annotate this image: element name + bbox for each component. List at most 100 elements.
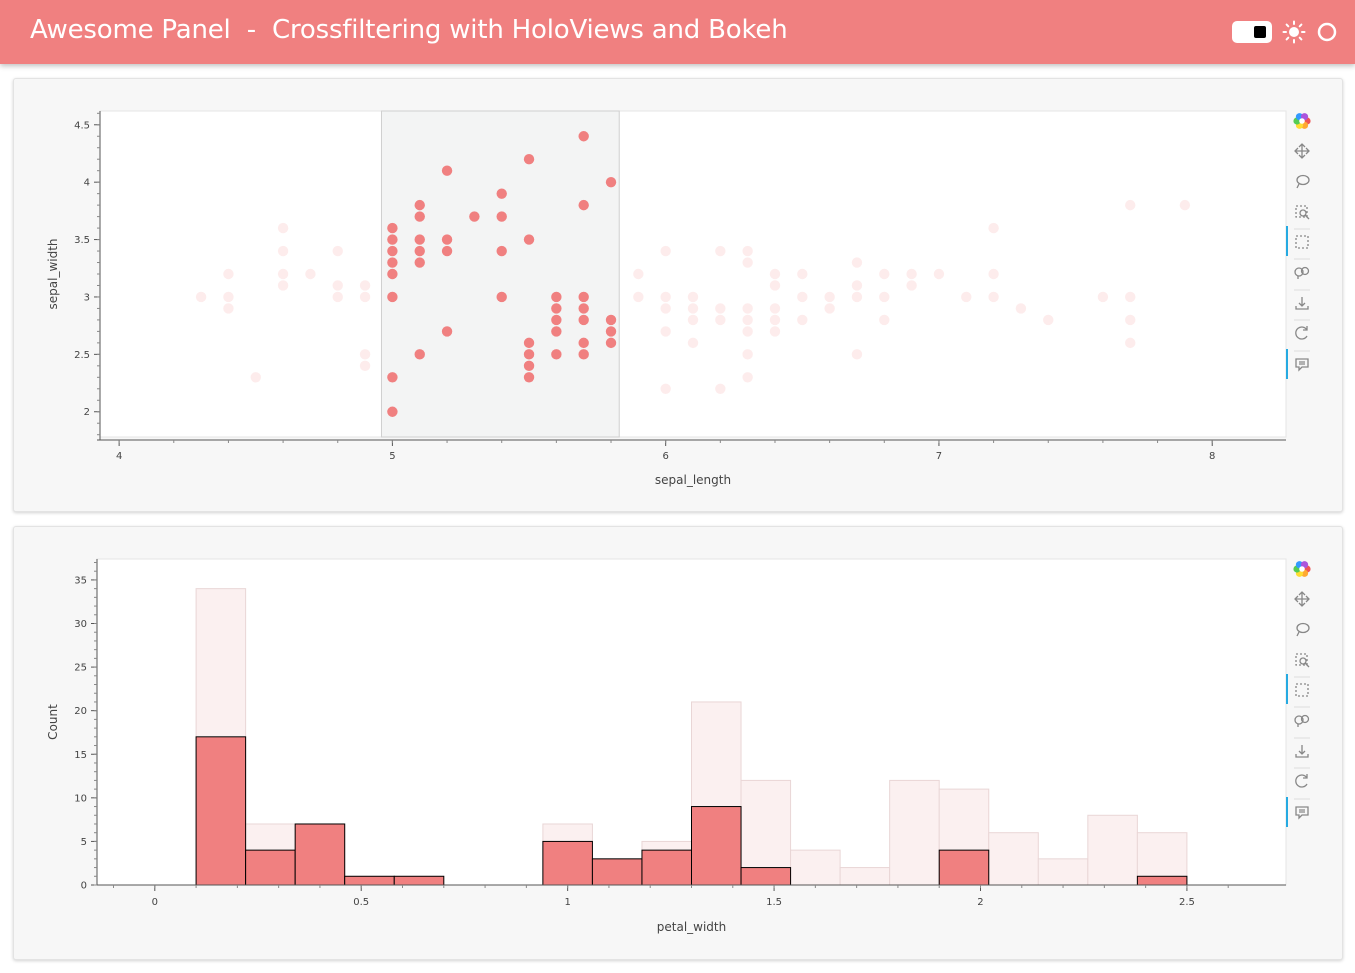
scatter-point[interactable] (496, 245, 507, 257)
scatter-point[interactable] (523, 154, 535, 165)
histogram-bar-selected[interactable] (195, 736, 247, 886)
scatter-point-unselected[interactable] (687, 291, 699, 303)
scatter-point-unselected[interactable] (797, 268, 808, 280)
scatter-point[interactable] (523, 360, 535, 372)
scatter-point[interactable] (605, 337, 617, 349)
scatter-point-unselected[interactable] (769, 268, 781, 280)
scatter-point[interactable] (496, 211, 507, 222)
scatter-point-unselected[interactable] (223, 291, 234, 303)
scatter-point-unselected[interactable] (277, 222, 289, 234)
scatter-point[interactable] (441, 326, 453, 337)
hover-icon[interactable] (1295, 358, 1309, 372)
scatter-point[interactable] (387, 268, 398, 280)
hover-icon[interactable] (1295, 806, 1309, 820)
scatter-point-unselected[interactable] (633, 291, 644, 303)
scatter-point-unselected[interactable] (660, 291, 671, 303)
lasso-select-icon[interactable] (1296, 622, 1310, 637)
scatter-point[interactable] (387, 406, 398, 417)
scatter-point[interactable] (523, 337, 535, 349)
scatter-point[interactable] (496, 291, 507, 303)
scatter-point-unselected[interactable] (1179, 199, 1191, 211)
scatter-point-unselected[interactable] (742, 303, 753, 314)
reset-icon[interactable] (1295, 326, 1308, 340)
scatter-point[interactable] (551, 291, 562, 303)
scatter-point[interactable] (414, 245, 425, 257)
scatter-point[interactable] (387, 291, 398, 303)
scatter-point-unselected[interactable] (223, 303, 234, 314)
box-zoom-icon[interactable] (1295, 205, 1310, 220)
scatter-point-unselected[interactable] (660, 383, 671, 394)
scatter-point-unselected[interactable] (1043, 314, 1054, 326)
scatter-point-unselected[interactable] (359, 349, 371, 360)
histogram-bar-selected[interactable] (938, 849, 990, 886)
scatter-point-unselected[interactable] (988, 222, 999, 234)
scatter-point-unselected[interactable] (742, 349, 753, 360)
scatter-point[interactable] (523, 349, 535, 360)
scatter-point-unselected[interactable] (1125, 199, 1136, 211)
scatter-point-unselected[interactable] (824, 303, 835, 314)
selection-box[interactable] (380, 110, 620, 438)
scatter-point[interactable] (578, 303, 589, 314)
scatter-point[interactable] (414, 234, 425, 245)
scatter-point-unselected[interactable] (961, 291, 972, 303)
wheel-zoom-icon[interactable] (1294, 714, 1310, 728)
scatter-point-unselected[interactable] (797, 291, 808, 303)
scatter-point-unselected[interactable] (742, 314, 753, 326)
scatter-point-unselected[interactable] (359, 291, 371, 303)
histogram-bar-selected[interactable] (691, 806, 742, 886)
histogram-bar-selected[interactable] (641, 849, 692, 886)
histogram-bar-all[interactable] (1087, 814, 1138, 886)
reset-icon[interactable] (1295, 774, 1308, 788)
scatter-point-unselected[interactable] (879, 268, 890, 280)
theme-toggle[interactable] (1232, 21, 1272, 43)
scatter-point[interactable] (578, 349, 589, 360)
scatter-point-unselected[interactable] (660, 303, 671, 314)
scatter-point-unselected[interactable] (1097, 291, 1109, 303)
scatter-point[interactable] (414, 211, 425, 222)
scatter-point[interactable] (551, 326, 562, 337)
scatter-point-unselected[interactable] (305, 268, 316, 280)
scatter-point-unselected[interactable] (933, 268, 945, 280)
scatter-point-unselected[interactable] (332, 291, 343, 303)
scatter-point-unselected[interactable] (715, 245, 726, 257)
scatter-point-unselected[interactable] (660, 326, 671, 337)
scatter-point-unselected[interactable] (769, 314, 781, 326)
scatter-point-unselected[interactable] (906, 268, 917, 280)
scatter-point[interactable] (387, 257, 398, 268)
scatter-point-unselected[interactable] (359, 280, 371, 291)
scatter-point-unselected[interactable] (359, 360, 371, 372)
scatter-point-unselected[interactable] (687, 314, 699, 326)
scatter-point-unselected[interactable] (824, 291, 835, 303)
save-icon[interactable] (1295, 745, 1309, 758)
histogram-bar-selected[interactable] (740, 867, 792, 886)
scatter-point[interactable] (578, 131, 589, 142)
scatter-point[interactable] (387, 372, 398, 383)
histogram-bar-selected[interactable] (542, 840, 593, 886)
scatter-point-unselected[interactable] (332, 280, 343, 291)
scatter-point[interactable] (496, 188, 507, 199)
scatter-point-unselected[interactable] (1125, 337, 1136, 349)
scatter-point-unselected[interactable] (988, 291, 999, 303)
scatter-point-unselected[interactable] (633, 268, 644, 280)
scatter-point-unselected[interactable] (1125, 291, 1136, 303)
scatter-point-unselected[interactable] (851, 291, 863, 303)
box-zoom-icon[interactable] (1295, 653, 1310, 668)
scatter-point-unselected[interactable] (687, 337, 699, 349)
scatter-point-unselected[interactable] (715, 383, 726, 394)
histogram-bar-selected[interactable] (1136, 875, 1188, 886)
scatter-point[interactable] (414, 257, 425, 268)
box-select-icon[interactable] (1295, 235, 1309, 249)
scatter-point-unselected[interactable] (879, 291, 890, 303)
scatter-point-unselected[interactable] (769, 326, 781, 337)
scatter-point[interactable] (523, 372, 535, 383)
pan-icon[interactable] (1294, 143, 1310, 159)
scatter-point-unselected[interactable] (769, 303, 781, 314)
scatter-point[interactable] (578, 199, 589, 211)
box-select-icon[interactable] (1295, 683, 1309, 697)
scatter-point-unselected[interactable] (988, 268, 999, 280)
scatter-point-unselected[interactable] (332, 245, 343, 257)
scatter-point[interactable] (441, 245, 453, 257)
scatter-point-unselected[interactable] (742, 326, 753, 337)
bokeh-logo-icon[interactable] (1293, 113, 1311, 129)
histogram-bar-selected[interactable] (591, 858, 643, 886)
